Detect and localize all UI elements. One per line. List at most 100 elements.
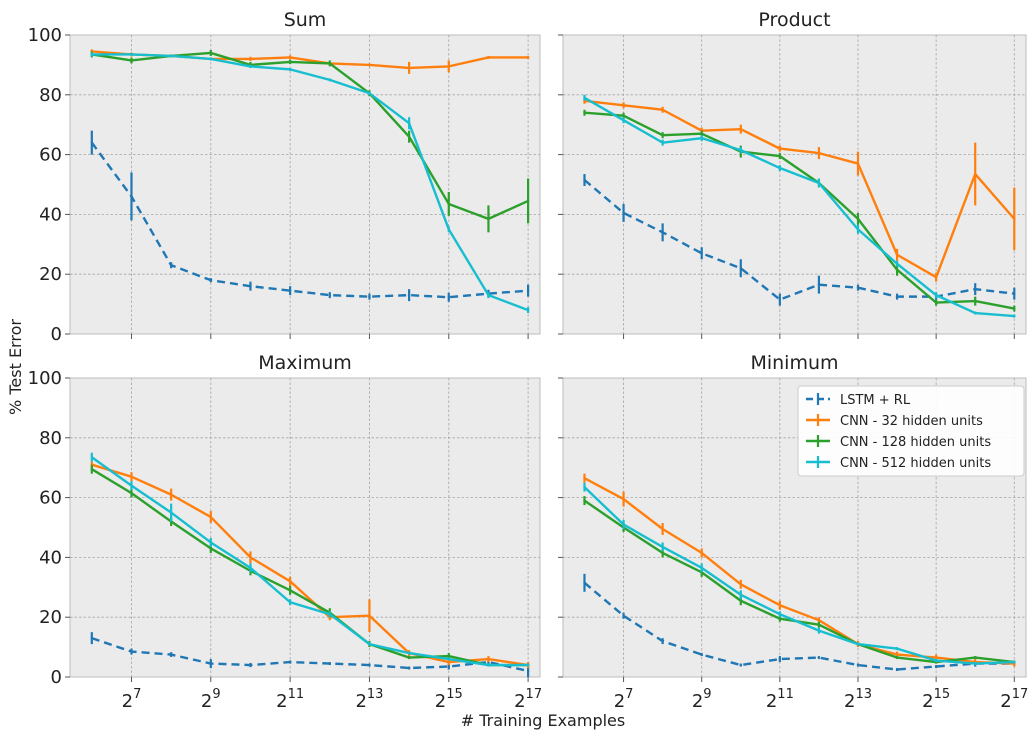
data-point [622,523,625,526]
data-point [407,135,411,138]
data-point [328,293,331,297]
data-point [368,663,371,667]
data-point [288,68,292,71]
series-line [91,468,529,667]
data-point [661,527,664,531]
data-point [368,642,371,646]
data-point [778,298,782,301]
y-tick-label: 60 [39,145,62,166]
legend: LSTM + RL CNN - 32 hidden units CNN - 128 … [797,385,1025,477]
data-point [526,56,530,59]
data-point [407,666,411,670]
panel-maximum: 0 20 40 60 80 100 27 29 211 213 215 217 Maximum [28,352,542,712]
x-tick-label: 27 [122,687,142,712]
data-point [661,545,664,549]
y-tick-label: 20 [39,264,62,285]
data-point [209,541,213,544]
series-cnn-512-hidden-units [583,94,1016,318]
data-point [130,59,133,62]
data-point [209,515,213,519]
data-point [817,618,821,622]
data-point [288,56,292,59]
x-tick-label: 211 [766,687,794,712]
data-point [447,654,450,658]
data-point [368,295,371,298]
data-point [895,262,899,265]
x-tick-exponent: 17 [1012,687,1029,702]
data-point [934,665,938,668]
data-point [700,551,703,555]
data-point [700,252,703,255]
data-point [249,566,252,570]
data-point [622,614,625,617]
data-point [974,662,977,665]
x-tick-label: 217 [1000,687,1028,712]
data-point [249,663,252,667]
data-point [856,663,860,667]
x-tick-label: 217 [514,687,542,712]
x-tick-label: 27 [614,687,634,712]
legend-item: CNN - 128 hidden units [806,435,991,450]
data-point [487,293,490,297]
data-point [447,202,450,206]
data-point [700,566,703,570]
data-point [288,601,292,604]
data-point [739,127,742,131]
data-point [368,92,371,95]
data-point [169,493,173,496]
x-tick-exponent: 13 [367,687,384,702]
legend-item: CNN - 32 hidden units [806,414,983,429]
data-point [661,141,664,144]
x-tick-label: 213 [355,687,383,712]
data-point [934,301,938,304]
data-point [856,642,860,646]
x-axis-label: # Training Examples [461,711,625,730]
series-cnn-32-hidden-units [583,473,1016,667]
data-point [817,181,821,185]
data-point [526,289,530,292]
data-point [447,65,450,68]
data-point [130,53,133,56]
data-point [328,613,331,616]
data-point [895,295,899,298]
data-point [934,659,938,662]
series-line [584,99,1016,279]
data-point [407,656,411,659]
x-tick-label: 213 [844,687,872,712]
series-line [91,636,529,673]
legend-label: CNN - 512 hidden units [840,456,991,471]
data-point [856,217,860,221]
data-point [817,283,821,286]
data-point [407,122,411,125]
data-point [249,57,252,61]
x-tick-exponent: 13 [855,687,872,702]
data-point [622,211,625,215]
y-tick-label: 20 [39,607,62,628]
data-point [90,141,94,144]
data-point [974,287,977,291]
data-point [288,660,292,664]
data-point [447,296,450,299]
data-point [407,651,411,655]
data-point [583,581,586,585]
panel-product: Product [558,9,1027,339]
data-point [739,148,742,152]
panel-title-sum: Sum [284,9,327,31]
data-point [526,663,530,667]
data-point [130,195,133,198]
data-point [661,551,664,555]
data-point [328,78,331,82]
data-point [288,589,292,592]
x-tick-exponent: 7 [625,687,633,702]
data-point [778,604,782,607]
data-point [90,53,94,56]
data-point [368,63,371,67]
data-point [368,614,371,617]
data-point [895,253,899,256]
data-point [169,264,173,267]
data-point [974,299,977,303]
data-point [856,286,860,289]
x-tick-label: 215 [435,687,463,712]
series-line [583,96,1015,318]
x-tick-label: 211 [276,687,304,712]
